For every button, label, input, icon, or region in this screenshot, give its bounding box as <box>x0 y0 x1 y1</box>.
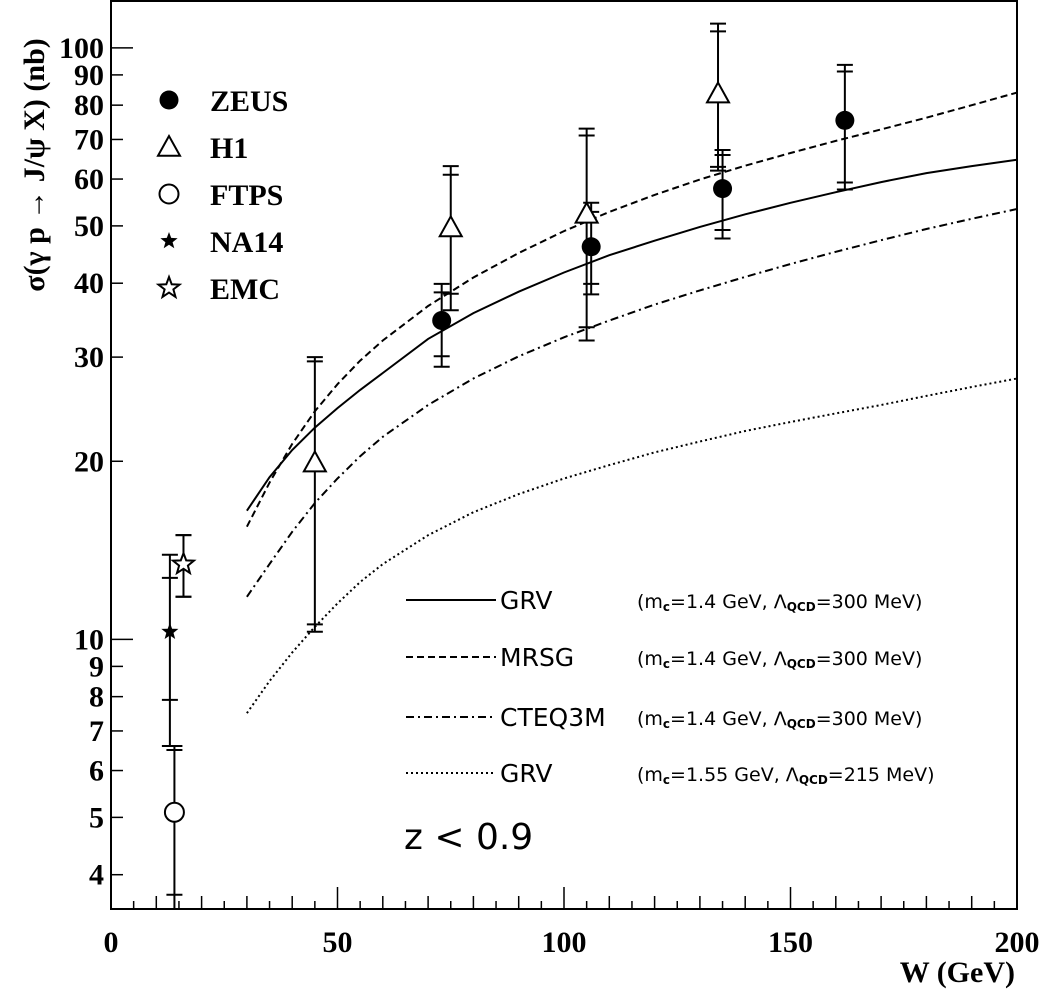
y-tick-label: 50 <box>74 210 104 243</box>
cut-annotation: z < 0.9 <box>404 817 533 858</box>
data-points <box>161 22 855 910</box>
y-tick-label: 6 <box>89 755 104 788</box>
h1-marker <box>705 80 731 104</box>
x-tick-label: 100 <box>542 926 587 959</box>
y-tick-label: 7 <box>89 715 104 748</box>
legend-marker-h1 <box>156 133 182 157</box>
model-legend: GRV (mc=1.4 GeV, ΛQCD=300 MeV) MRSG (mc=1.4… <box>406 586 935 788</box>
y-tick-label: 70 <box>74 123 104 156</box>
legend-marker-na14 <box>160 232 178 249</box>
zeus-marker <box>713 179 733 199</box>
legend-label-ftps: FTPS <box>210 179 283 212</box>
curve-mrsg-dashed <box>246 91 1017 528</box>
y-tick-label: 40 <box>74 267 104 300</box>
y-tick-label: 60 <box>74 163 104 196</box>
y-tick-label: 8 <box>89 681 104 714</box>
y-tick-label: 20 <box>74 445 104 478</box>
model-params: (mc=1.4 GeV, ΛQCD=300 MeV) <box>637 708 922 731</box>
legend-marker-zeus <box>159 90 179 110</box>
legend-label-h1: H1 <box>210 132 248 165</box>
data-point-h1 <box>573 127 600 342</box>
x-tick-label: 50 <box>323 926 353 959</box>
model-name-cteq3m: CTEQ3M <box>500 703 606 732</box>
axis-ticks <box>110 47 1018 909</box>
y-tick-label: 90 <box>74 59 104 92</box>
y-tick-label: 5 <box>89 801 104 834</box>
zeus-marker <box>581 237 601 257</box>
zeus-marker <box>835 110 855 130</box>
legend-label-zeus: ZEUS <box>210 85 288 118</box>
zeus-marker <box>432 310 452 330</box>
curve-grv-dotted <box>246 377 1017 714</box>
x-tick-label: 200 <box>995 926 1040 959</box>
data-point-h1 <box>302 356 328 633</box>
model-params: (mc=1.4 GeV, ΛQCD=300 MeV) <box>637 648 922 671</box>
h1-marker <box>573 200 600 224</box>
legend-marker-emc <box>155 274 183 300</box>
data-point-h1 <box>438 165 464 312</box>
y-tick-label: 4 <box>89 859 104 892</box>
y-axis-title: σ(γ p → J/ψ X) (nb) <box>18 38 51 292</box>
model-curves <box>246 91 1017 714</box>
model-name-grv: GRV <box>500 586 552 615</box>
y-tick-label: 80 <box>74 89 104 122</box>
model-name-grv: GRV <box>500 759 552 788</box>
na14-marker <box>161 622 179 639</box>
legend: ZEUS H1 FTPS NA14 EMC <box>155 85 288 306</box>
x-tick-label: 150 <box>768 926 813 959</box>
x-axis-title: W (GeV) <box>900 956 1015 989</box>
data-point-zeus <box>713 148 733 240</box>
data-point-zeus <box>432 282 452 368</box>
legend-label-emc: EMC <box>210 273 280 306</box>
h1-marker <box>302 449 328 473</box>
y-tick-label: 100 <box>59 32 104 65</box>
data-point-zeus <box>835 63 855 191</box>
model-params: (mc=1.55 GeV, ΛQCD=215 MeV) <box>637 764 935 787</box>
legend-label-na14: NA14 <box>210 226 283 259</box>
curve-grv-solid <box>246 158 1017 512</box>
x-tick-label: 0 <box>104 926 119 959</box>
data-point-na14 <box>161 553 179 748</box>
y-tick-label: 10 <box>74 623 104 656</box>
curve-cteq3m-dashdot <box>246 208 1017 598</box>
h1-marker <box>438 214 464 238</box>
y-tick-label: 30 <box>74 341 104 374</box>
data-point-h1 <box>705 22 731 172</box>
y-tick-label: 9 <box>89 650 104 683</box>
model-params: (mc=1.4 GeV, ΛQCD=300 MeV) <box>637 591 922 614</box>
ftps-marker <box>163 801 185 823</box>
legend-marker-ftps <box>158 183 180 205</box>
model-name-mrsg: MRSG <box>500 643 574 672</box>
emc-marker <box>170 550 197 576</box>
data-point-emc <box>170 534 197 598</box>
